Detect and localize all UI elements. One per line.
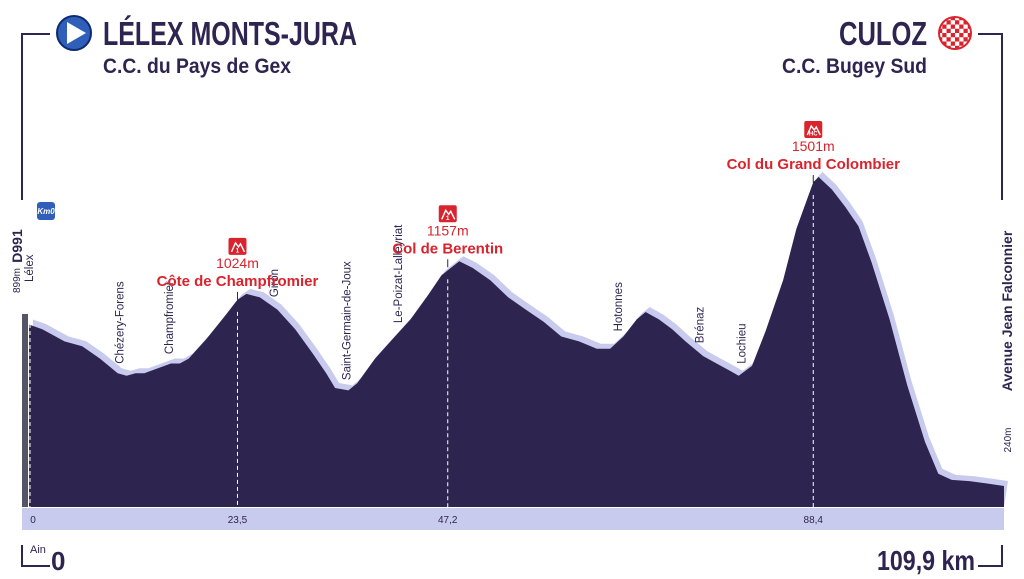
start-play-icon-triangle	[67, 22, 86, 44]
start-road-label: D991	[9, 229, 25, 263]
km0-badge-label: Km0	[37, 207, 55, 216]
finish-road-label: Avenue Jean Falconnier	[999, 230, 1015, 391]
climb-altitude: 1501m	[792, 138, 835, 154]
tick-label: 88,4	[804, 515, 824, 526]
place-label: Hotonnes	[613, 282, 625, 331]
climb-altitude: 1157m	[427, 222, 469, 238]
climb-category-icon: 1	[228, 237, 247, 255]
finish-altitude-label: 240m	[1003, 427, 1014, 452]
distance-ticks: 0 23,5 47,2 88,4	[30, 515, 823, 526]
climb-name: Côte de Champfromier	[157, 273, 319, 290]
climb-altitude: 1024m	[216, 255, 259, 271]
climb-name: Col du Grand Colombier	[727, 156, 900, 173]
frame	[21, 33, 1003, 567]
start-edge-bar	[22, 314, 28, 507]
climb-name: Col de Berentin	[392, 240, 503, 257]
place-label: Lélex	[24, 254, 36, 282]
tick-label: 0	[30, 515, 36, 526]
start-subtitle: C.C. du Pays de Gex	[103, 55, 291, 78]
start-town: LÉLEX MONTS-JURA	[103, 15, 357, 52]
profile-area	[29, 177, 1004, 507]
finish-subtitle: C.C. Bugey Sud	[782, 55, 927, 78]
distance-strip	[22, 508, 1004, 530]
tick-label: 23,5	[228, 515, 248, 526]
climb-category-label: 1	[446, 215, 450, 222]
profile-chart	[22, 172, 1008, 507]
start-region-label: Ain	[30, 544, 46, 556]
place-label: Saint-Germain-de-Joux	[342, 261, 354, 380]
finish-flag-icon	[938, 16, 972, 50]
place-labels: Lélex Chézery-Forens Champfromier Giron Sain…	[24, 224, 748, 380]
place-label: Lochieu	[736, 324, 748, 364]
tick-label: 47,2	[438, 515, 458, 526]
climb-category-icon: HC	[804, 121, 823, 138]
place-label: Champfromier	[164, 281, 176, 354]
place-label: Chézery-Forens	[115, 281, 127, 364]
climb-category-label: HC	[809, 132, 818, 138]
climb-category-label: 1	[236, 247, 240, 254]
km0-badge: Km0	[37, 202, 55, 220]
place-label: Giron	[269, 269, 281, 297]
climb-guides	[29, 195, 814, 507]
start-km-label: 0	[51, 546, 65, 576]
climb-category-icon: 1	[438, 205, 457, 223]
finish-header: CULOZ C.C. Bugey Sud	[782, 15, 972, 78]
place-label: Le-Poizat-Lalleyriat	[393, 224, 405, 323]
start-header: LÉLEX MONTS-JURA C.C. du Pays de Gex	[56, 15, 357, 78]
place-label: Brénaz	[695, 307, 707, 344]
start-altitude-label: 899m	[12, 268, 23, 293]
finish-km-label: 109,9 km	[877, 545, 975, 576]
finish-town: CULOZ	[839, 15, 927, 52]
